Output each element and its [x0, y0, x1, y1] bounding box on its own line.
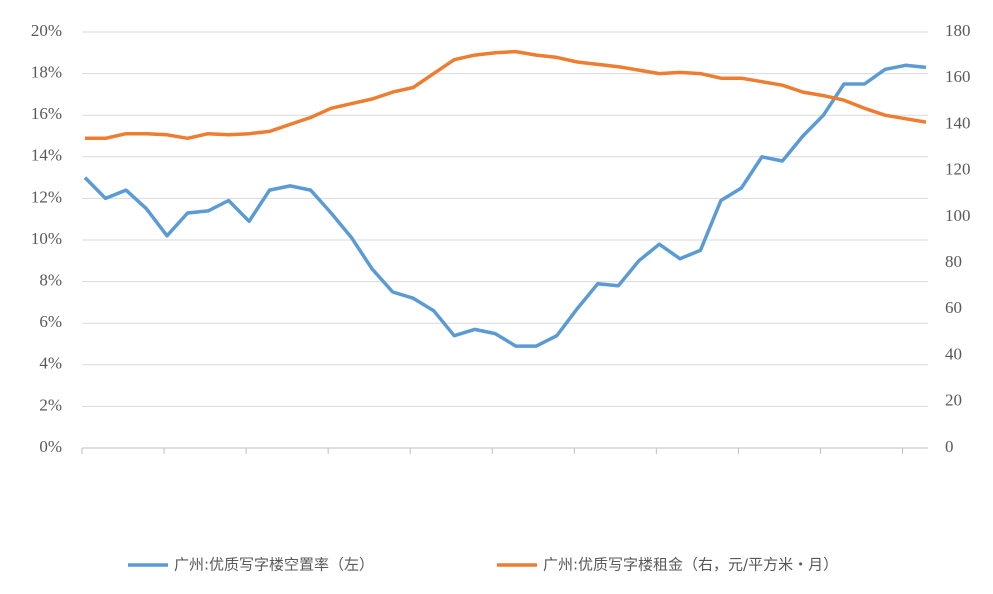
y-tick-label: 12% [31, 187, 62, 206]
y-tick-label: 14% [31, 146, 62, 165]
y-tick-label: 18% [31, 63, 62, 82]
y-tick-label: 10% [31, 229, 62, 248]
y-tick-label: 6% [39, 312, 62, 331]
y2-tick-label: 160 [945, 67, 971, 86]
y2-tick-label: 0 [945, 437, 954, 456]
y2-tick-label: 120 [945, 160, 971, 179]
y-tick-label: 8% [39, 271, 62, 290]
y2-tick-label: 140 [945, 113, 971, 132]
y2-tick-label: 100 [945, 206, 971, 225]
y2-tick-label: 180 [945, 21, 971, 40]
y-tick-label: 4% [39, 354, 62, 373]
y-tick-label: 20% [31, 21, 62, 40]
series-line [83, 63, 927, 348]
y2-tick-label: 60 [945, 298, 962, 317]
legend-label: 广州:优质写字楼空置率（左） [174, 556, 374, 574]
y-tick-label: 2% [39, 395, 62, 414]
series-line [85, 49, 927, 141]
y-tick-label: 0% [39, 437, 62, 456]
legend-label: 广州:优质写字楼租金（右，元/平方米・月） [543, 556, 838, 574]
y-tick-label: 16% [31, 104, 62, 123]
y2-tick-label: 20 [945, 391, 962, 410]
y2-tick-label: 40 [945, 344, 962, 363]
y2-tick-label: 80 [945, 252, 962, 271]
